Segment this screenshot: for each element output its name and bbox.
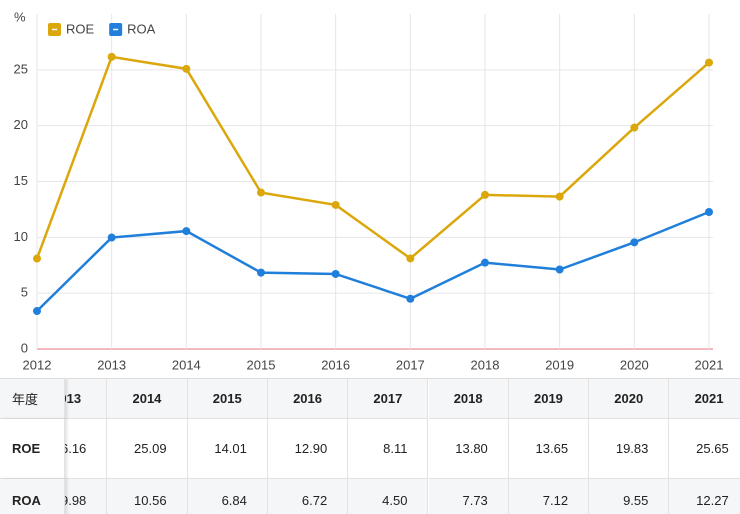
data-point — [406, 294, 415, 303]
table-cell: 2019 — [508, 379, 590, 419]
table-cell: 25.65 — [669, 419, 740, 479]
y-tick-label: 25 — [14, 61, 28, 76]
series-line — [36, 210, 710, 312]
table-cell: 2017 — [348, 379, 429, 419]
table-cell: 2021 — [669, 379, 740, 419]
table-cell: 6.72 — [267, 479, 349, 514]
table-cell: 12.90 — [267, 419, 349, 479]
data-point — [33, 307, 41, 316]
data-point — [481, 190, 489, 199]
data-point — [331, 200, 340, 209]
data-point — [555, 192, 564, 201]
table-cell: 13.80 — [428, 419, 509, 479]
x-tick-label: 2016 — [321, 357, 350, 372]
x-tick-label: 2018 — [471, 357, 500, 372]
x-tick-label: 2014 — [172, 357, 201, 372]
table-cell: 4.50 — [348, 479, 429, 514]
y-tick-label: 20 — [14, 117, 28, 132]
data-table: 年度 2013 2014 2015 2016 2017 2018 2019 2020 2021 RO… — [0, 378, 740, 514]
y-tick-label: 15 — [14, 173, 28, 188]
table-cell: 6.84 — [187, 479, 268, 514]
series-line — [35, 55, 710, 261]
table-cell: 年度 — [0, 379, 65, 419]
data-point — [107, 233, 116, 242]
x-tick-label: 2019 — [545, 357, 574, 372]
table-cell: 14.01 — [187, 419, 268, 479]
y-tick-label: 0 — [21, 340, 28, 355]
table-cell: 7.12 — [508, 479, 590, 514]
legend-label: ROA — [127, 21, 156, 36]
table-cell: 2018 — [428, 379, 509, 419]
data-point — [705, 58, 713, 67]
data-point — [630, 123, 639, 132]
data-point — [331, 269, 340, 278]
table-cell: 9.55 — [589, 479, 670, 514]
x-tick-label: 2017 — [396, 357, 425, 372]
table-cell: 8.11 — [348, 419, 429, 479]
table-cell: 13.65 — [508, 419, 590, 479]
chart: % 0 5 10 15 20 25 2012 2013 2014 2015 2016 2017 2018… — [14, 9, 724, 372]
data-point — [406, 254, 415, 263]
data-point — [182, 64, 191, 73]
y-unit: % — [14, 9, 26, 24]
y-tick-label: 5 — [21, 285, 28, 300]
table-cell: ROE — [0, 419, 65, 479]
x-tick-label: 2015 — [247, 357, 276, 372]
x-tick-label: 2013 — [97, 357, 126, 372]
x-tick-label: 2012 — [23, 357, 52, 372]
table-cell: 25.09 — [107, 419, 188, 479]
table-cell: 2016 — [267, 379, 349, 419]
data-point — [555, 265, 564, 274]
data-point — [33, 254, 41, 263]
data-point — [257, 188, 265, 197]
table-cell: 7.73 — [428, 479, 509, 514]
table-cell: ROA — [0, 479, 65, 514]
data-point — [705, 207, 713, 216]
table-cell: 19.83 — [589, 419, 670, 479]
data-point — [630, 238, 639, 247]
table-cell: 12.27 — [669, 479, 740, 514]
y-tick-label: 10 — [14, 229, 28, 244]
x-tick-label: 2021 — [695, 357, 724, 372]
data-point — [107, 52, 116, 61]
table-cell: 2014 — [107, 379, 188, 419]
table-cell: 2020 — [589, 379, 670, 419]
data-point — [182, 227, 191, 236]
x-tick-label: 2020 — [620, 357, 649, 372]
data-point — [257, 268, 265, 277]
table-cell: 2015 — [187, 379, 268, 419]
legend-label: ROE — [66, 21, 95, 36]
table-cell: 10.56 — [107, 479, 188, 514]
data-point — [481, 258, 489, 267]
